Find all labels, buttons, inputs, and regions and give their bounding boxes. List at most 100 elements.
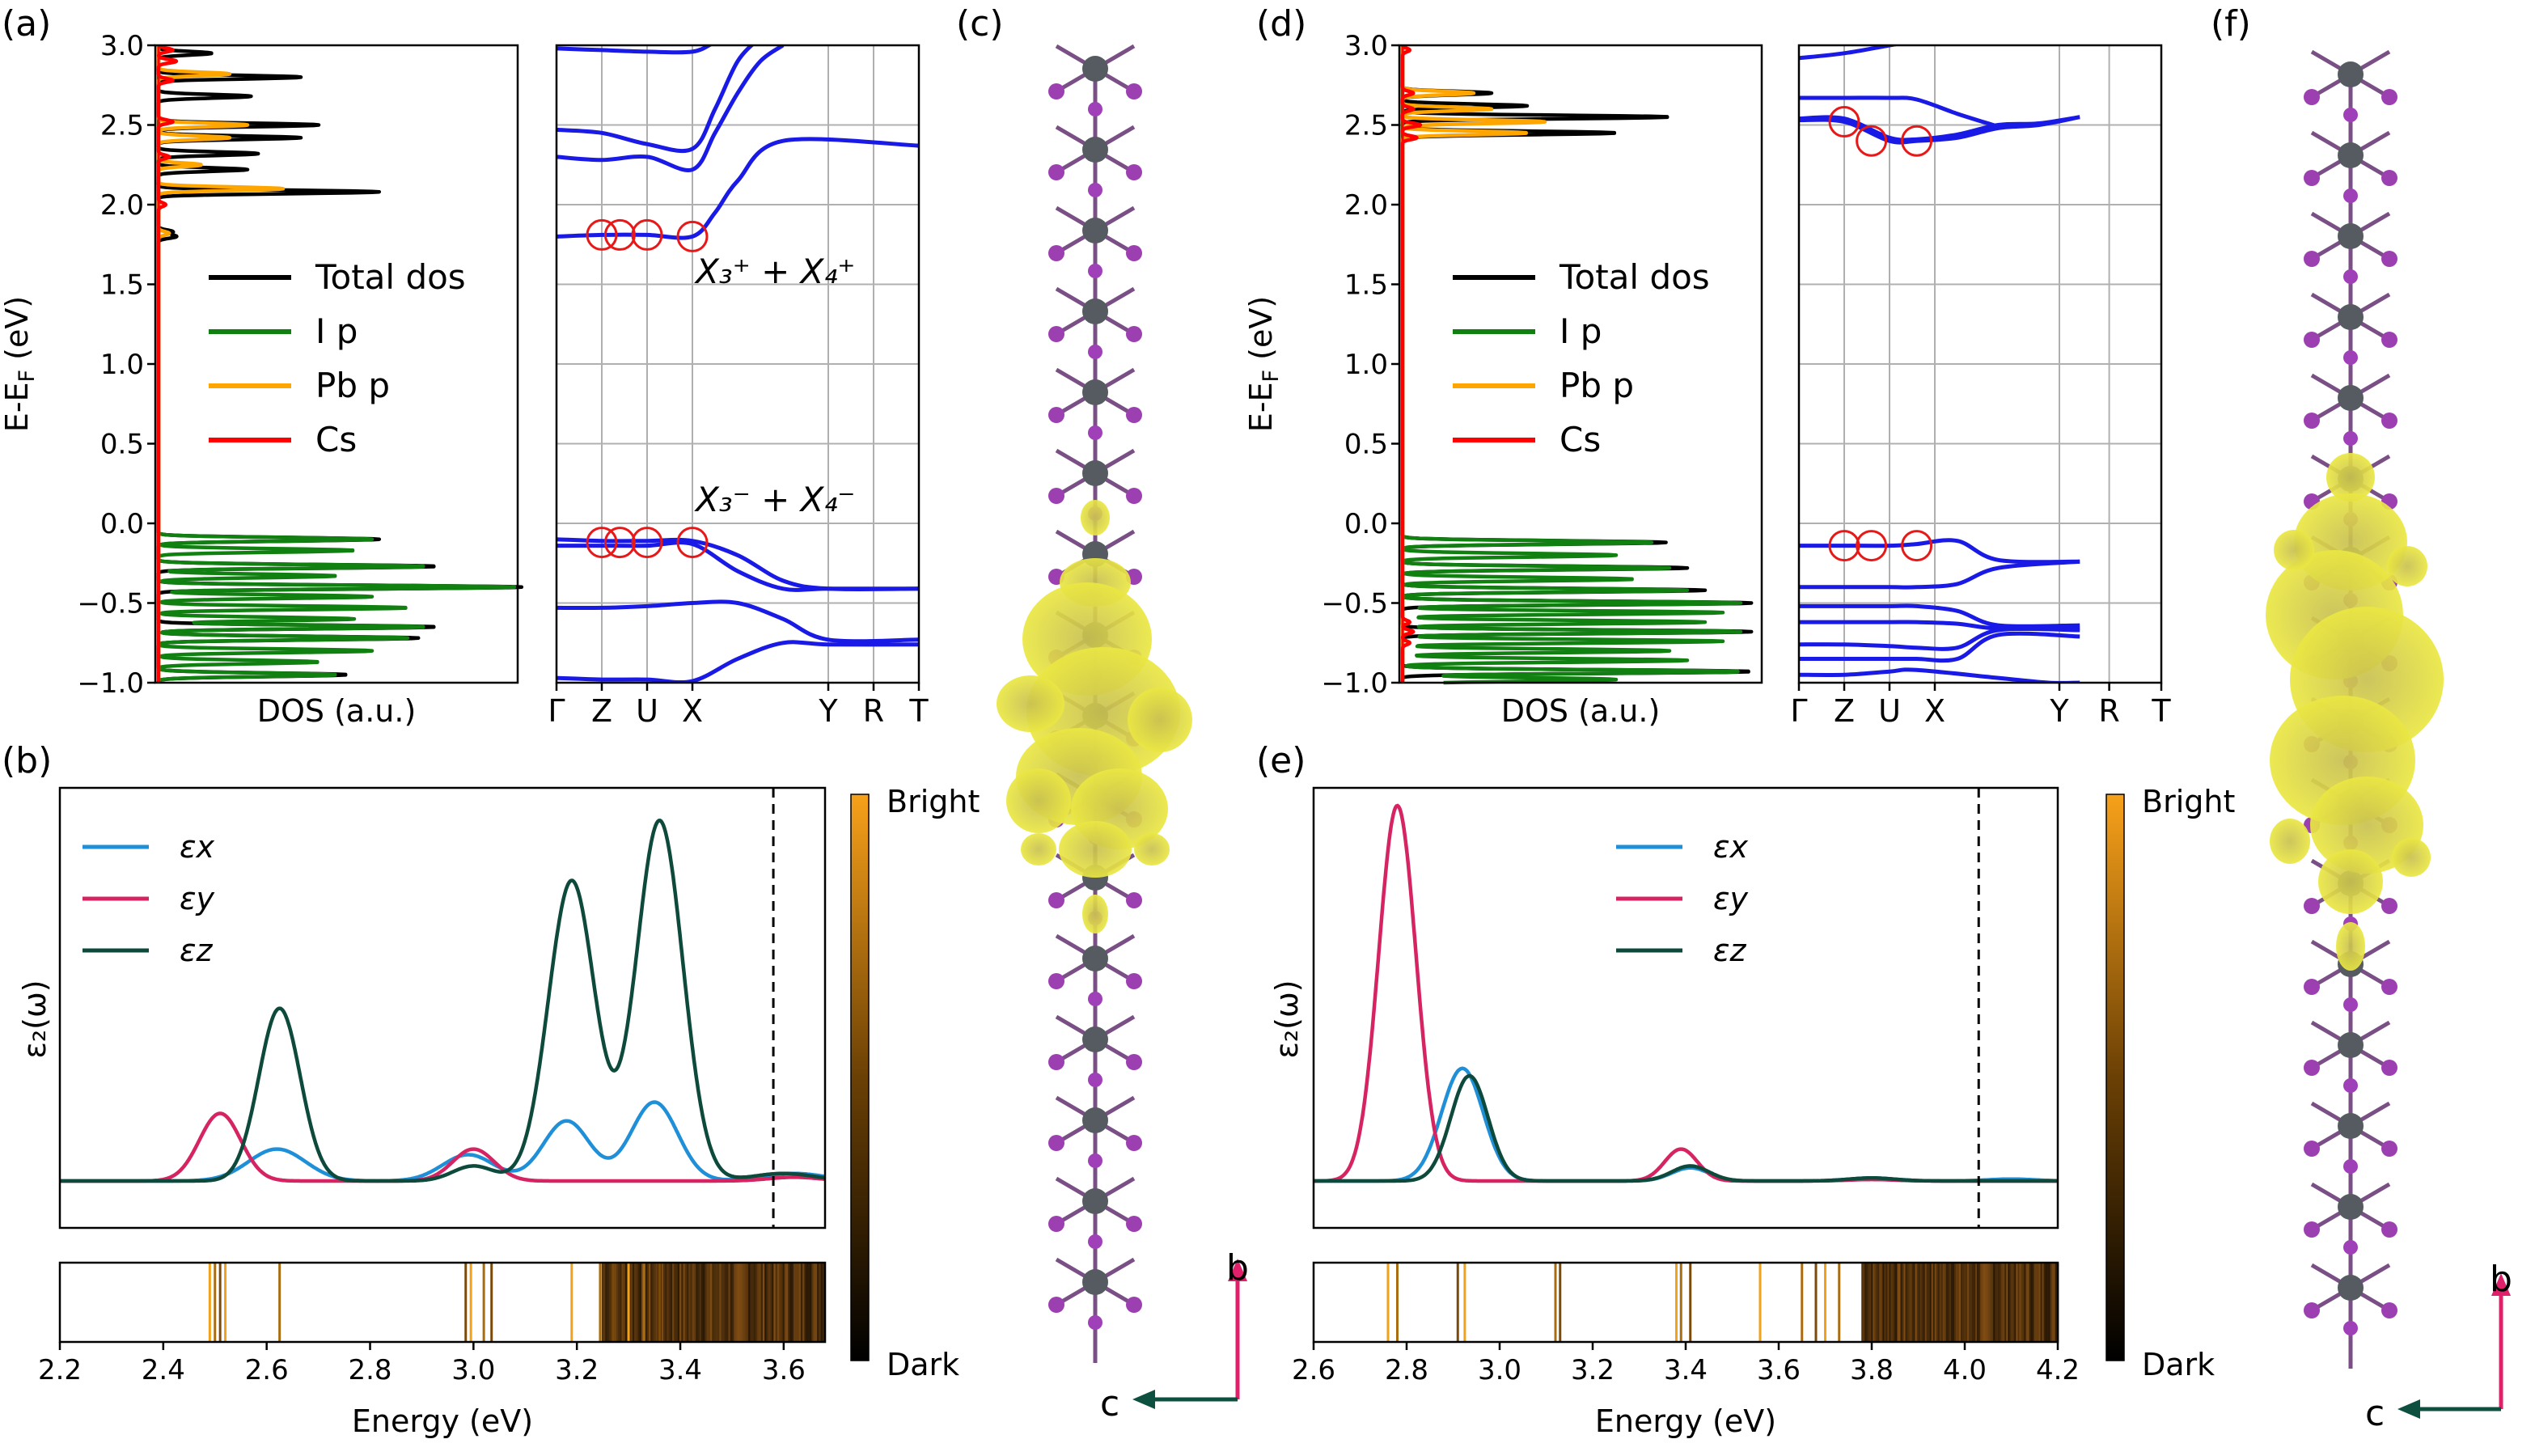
lead-atom bbox=[2338, 1194, 2364, 1220]
band-band4 bbox=[1799, 620, 2080, 631]
colorbar-bright-e: Bright bbox=[2142, 784, 2235, 819]
eps-ylabel-e: ε₂(ω) bbox=[1269, 980, 1305, 1058]
x-tick-label: 3.6 bbox=[1757, 1354, 1801, 1386]
y-tick-label: 1.0 bbox=[1344, 349, 1388, 381]
highlight-circle bbox=[603, 218, 636, 251]
legend-pbp-a: Pb p bbox=[315, 366, 390, 405]
band-band4 bbox=[557, 537, 919, 592]
y-tick-label: 3.0 bbox=[1344, 30, 1388, 62]
iodine-atom bbox=[1048, 1135, 1064, 1151]
x-tick-label: 3.0 bbox=[451, 1354, 495, 1386]
lead-atom bbox=[1082, 1188, 1108, 1214]
iodine-atom bbox=[1126, 164, 1142, 180]
iodine-atom bbox=[2343, 997, 2358, 1012]
eps-series bbox=[60, 818, 826, 1183]
y-tick-label: 0.0 bbox=[1344, 508, 1388, 540]
band-band8 bbox=[557, 45, 713, 55]
x-tick-label: 2.6 bbox=[245, 1354, 289, 1386]
iodine-atom bbox=[2381, 1302, 2397, 1318]
iodine-atom bbox=[2304, 170, 2320, 186]
iodine-atom bbox=[2381, 1060, 2397, 1076]
dos-plot-d: 3.0 2.5 2.0 1.5 1.0 0.5 0.0 −0.5 −1.0 DOS (a.u.)… bbox=[1243, 30, 1763, 729]
x-tick-label: Z bbox=[1834, 693, 1855, 729]
iodine-atom bbox=[1126, 892, 1142, 908]
x-tick-label: 4.0 bbox=[1943, 1354, 1987, 1386]
lead-atom bbox=[2338, 1275, 2364, 1301]
exciton-lines-b bbox=[208, 1263, 825, 1342]
band-highlight-d bbox=[1828, 106, 1933, 562]
iodine-atom bbox=[1048, 892, 1064, 908]
iodine-atom bbox=[2304, 89, 2320, 105]
x-tick-label: U bbox=[636, 693, 658, 729]
legend-pbp-d: Pb p bbox=[1560, 366, 1634, 405]
legend-ip-d: I p bbox=[1560, 311, 1602, 351]
colorbar-gradient-e bbox=[2105, 794, 2125, 1361]
iodine-atom bbox=[2304, 1141, 2320, 1157]
highlight-circle bbox=[603, 527, 636, 559]
iodine-atom bbox=[1048, 1297, 1064, 1313]
band-band6 bbox=[557, 45, 785, 172]
y-tick-label: 2.5 bbox=[1344, 110, 1388, 142]
iodine-atom bbox=[1088, 183, 1102, 197]
band-band1 bbox=[557, 640, 919, 683]
legend-cs-d: Cs bbox=[1560, 420, 1601, 459]
lead-atom bbox=[1082, 460, 1108, 486]
x-tick-label: 3.8 bbox=[1850, 1354, 1894, 1386]
colorbar-dark-b: Dark bbox=[887, 1347, 959, 1382]
iodine-atom bbox=[1088, 1315, 1102, 1330]
iodine-atom bbox=[2304, 251, 2320, 267]
highlight-circle bbox=[586, 527, 618, 559]
irrep-label-lower-a: X₃⁻ + X₄⁻ bbox=[694, 480, 855, 519]
x-tick-label: X bbox=[682, 693, 703, 729]
lead-atom bbox=[2338, 142, 2364, 168]
band-band7 bbox=[1799, 538, 2080, 565]
band-band1 bbox=[1799, 667, 2080, 683]
x-tick-label: R bbox=[863, 693, 884, 729]
iodine-atom bbox=[1126, 973, 1142, 989]
lead-atom bbox=[1082, 1026, 1108, 1052]
eps-series bbox=[1314, 803, 2058, 1183]
charge-density-f bbox=[2266, 453, 2444, 971]
iodine-atom bbox=[2381, 898, 2397, 914]
y-tick-label: 0.5 bbox=[1344, 429, 1388, 461]
highlight-circle bbox=[1901, 125, 1933, 157]
iodine-atom bbox=[2343, 1078, 2358, 1093]
highlight-circle bbox=[676, 220, 709, 252]
c-axis-label-c: c bbox=[1100, 1383, 1119, 1424]
exciton-xlabel-e: Energy (eV) bbox=[1595, 1403, 1776, 1439]
iodine-atom bbox=[2381, 89, 2397, 105]
iodine-atom bbox=[2304, 1221, 2320, 1238]
iodine-atom bbox=[1088, 345, 1102, 359]
x-tick-label: R bbox=[2098, 693, 2119, 729]
band-band3 bbox=[1799, 626, 2080, 651]
density-lobe bbox=[2326, 453, 2375, 502]
dos-ylabel-a: E-EF (eV) bbox=[0, 296, 40, 432]
band-band5 bbox=[557, 137, 919, 240]
band-band2 bbox=[557, 599, 919, 644]
density-lobe bbox=[1006, 768, 1071, 833]
iodine-atom bbox=[2343, 269, 2358, 284]
iodine-atom bbox=[1048, 326, 1064, 342]
iodine-atom bbox=[1088, 1153, 1102, 1168]
crystal-structure-f: b c bbox=[2266, 49, 2512, 1434]
density-lobe bbox=[2336, 922, 2365, 971]
lead-atom bbox=[1082, 1269, 1108, 1295]
axis-arrows-f: b c bbox=[2365, 1259, 2512, 1434]
y-tick-label: 2.0 bbox=[100, 189, 144, 222]
x-tick-label: Γ bbox=[1790, 693, 1807, 729]
x-tick-label: T bbox=[2151, 693, 2171, 729]
exciton-lines-e bbox=[1386, 1263, 2059, 1342]
exciton-strip-b: 2.2 2.4 2.6 2.8 3.0 3.2 3.4 3.6 Energy (eV) bbox=[38, 1261, 827, 1439]
density-lobe bbox=[2274, 530, 2314, 570]
panel-label-d: (d) bbox=[1256, 3, 1306, 44]
band-frame-a bbox=[555, 44, 920, 684]
iodine-atom bbox=[2381, 332, 2397, 348]
iodine-atom bbox=[1048, 1216, 1064, 1232]
highlight-circle bbox=[1856, 530, 1888, 562]
y-tick-label: 3.0 bbox=[100, 30, 144, 62]
lead-atom bbox=[1082, 218, 1108, 243]
band-highlight-a bbox=[586, 218, 709, 559]
